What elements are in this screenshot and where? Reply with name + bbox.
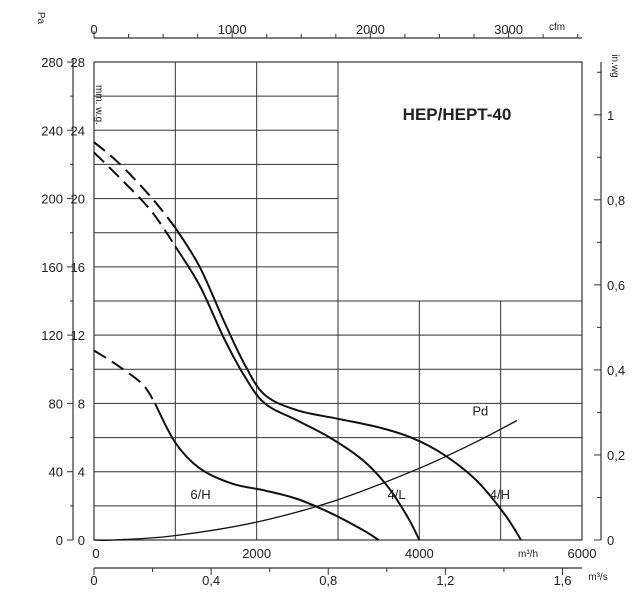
pa-tick-label: 160 (41, 260, 63, 275)
m3s-tick-label: 0,4 (202, 573, 220, 588)
curve-6-h-dashed (93, 349, 156, 404)
curve-label-6-h: 6/H (190, 487, 210, 502)
m3s-axis-label: m³/s (588, 572, 607, 583)
curves (93, 141, 522, 541)
pa-tick-label: 40 (49, 465, 63, 480)
mmwg-tick-label: 24 (71, 123, 85, 138)
m3s-tick-label: 0,8 (319, 573, 337, 588)
m3h-tick-label: 2000 (242, 546, 271, 561)
curve-4-l-solid (174, 245, 421, 541)
mmwg-tick-label: 16 (71, 260, 85, 275)
curve-label-4-l: 4/L (388, 487, 406, 502)
curve-6-h-solid (154, 402, 380, 541)
mmwg-tick-label: 4 (78, 465, 85, 480)
inwg-tick-label: 0,4 (607, 363, 625, 378)
curve-label-4-h: 4/H (490, 487, 510, 502)
inwg-tick-label: 0,2 (607, 448, 625, 463)
cfm-axis-label: cfm (549, 22, 565, 33)
cfm-tick-label: 3000 (494, 22, 523, 37)
pa-axis-label: Pa (35, 12, 46, 25)
inwg-tick-label: 0,6 (607, 278, 625, 293)
grid-lines (94, 62, 582, 540)
labels: Pa mm. w.g. in.wg cfm m³/h m³/s 6/H 4/L 4/H Pd HEP… (35, 12, 620, 583)
plot-frame (93, 61, 583, 541)
m3h-tick-label: 4000 (405, 546, 434, 561)
m3s-tick-label: 1,6 (553, 573, 571, 588)
inwg-axis-label: in.wg (609, 54, 620, 77)
curve-4-h-dashed (93, 141, 177, 229)
pa-tick-label: 240 (41, 123, 63, 138)
mmwg-tick-label: 28 (71, 55, 85, 70)
inwg-tick-label: 0,8 (607, 193, 625, 208)
curve-4-l-dashed (93, 151, 177, 247)
m3s-tick-label: 1,2 (436, 573, 454, 588)
m3h-axis-label: m³/h (518, 549, 538, 560)
cfm-tick-label: 1000 (218, 22, 247, 37)
cfm-tick-label: 2000 (356, 22, 385, 37)
mmwg-tick-label: 0 (78, 533, 85, 548)
mmwg-axis-label: mm. w.g. (93, 85, 104, 125)
pa-tick-label: 80 (49, 396, 63, 411)
pa-tick-label: 120 (41, 328, 63, 343)
axes: 04080120160200240280048121620242800,20,4… (41, 22, 625, 588)
pa-tick-label: 0 (56, 533, 63, 548)
cfm-tick-label: 0 (90, 22, 97, 37)
curve-label-pd: Pd (472, 403, 488, 418)
mmwg-tick-label: 12 (71, 328, 85, 343)
mmwg-tick-label: 8 (78, 396, 85, 411)
curve-4-h-solid (174, 227, 522, 541)
inwg-tick-label: 1 (607, 108, 614, 123)
m3h-tick-label: 0 (92, 546, 99, 561)
m3h-tick-label: 6000 (568, 546, 597, 561)
chart-title: HEP/HEPT-40 (403, 105, 512, 124)
pa-tick-label: 280 (41, 55, 63, 70)
mmwg-tick-label: 20 (71, 192, 85, 207)
curve-pd-solid (93, 419, 518, 541)
m3s-tick-label: 0 (90, 573, 97, 588)
pa-tick-label: 200 (41, 192, 63, 207)
inwg-tick-label: 0 (607, 533, 614, 548)
